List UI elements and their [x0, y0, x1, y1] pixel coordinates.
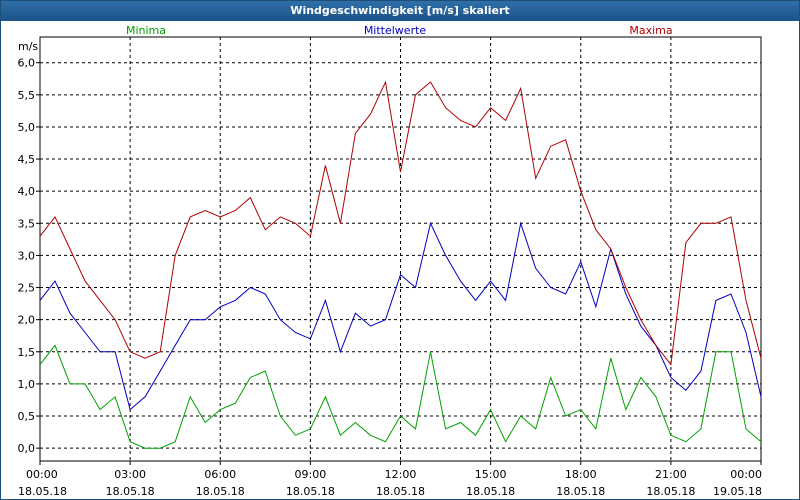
y-tick-label: 6,0 — [18, 57, 36, 70]
x-tick-time: 18:00 — [565, 468, 597, 481]
y-tick-label: 2,5 — [18, 282, 36, 295]
x-tick-date: 18.05.18 — [646, 485, 695, 498]
x-tick-date: 18.05.18 — [556, 485, 605, 498]
y-tick-label: 4,5 — [18, 153, 36, 166]
y-axis-ticks: 6,0 5,5 5,0 4,5 4,0 3,5 3,0 2,5 2,0 1,5 1,0 0,5 0,0 — [18, 57, 40, 455]
y-tick-label: 5,5 — [18, 89, 36, 102]
legend: Minima Mittelwerte Maxima — [126, 24, 673, 37]
x-tick-date: 19.05.18 — [713, 485, 762, 498]
y-tick-label: 1,5 — [18, 346, 36, 359]
series-line-mittelwerte — [39, 221, 762, 411]
series-line-minima — [39, 344, 762, 449]
x-tick-date: 18.05.18 — [376, 485, 425, 498]
y-tick-label: 0,5 — [18, 410, 36, 423]
x-tick-time: 15:00 — [475, 468, 507, 481]
y-tick-label: 4,0 — [18, 185, 36, 198]
x-tick-date: 18.05.18 — [196, 485, 245, 498]
x-tick-time: 06:00 — [204, 468, 236, 481]
x-tick-time: 00:00 — [730, 468, 762, 481]
x-tick-date: 18.05.18 — [106, 485, 155, 498]
y-tick-label: 0,0 — [18, 442, 36, 455]
series-group — [39, 80, 762, 449]
y-tick-label: 3,0 — [18, 249, 36, 262]
x-tick-time: 21:00 — [655, 468, 687, 481]
x-tick-time: 12:00 — [385, 468, 417, 481]
y-tick-label: 3,5 — [18, 217, 36, 230]
x-axis-ticks: 00:00 18.05.18 03:00 18.05.18 06:00 18.05.18 0… — [18, 461, 762, 498]
legend-maxima: Maxima — [629, 24, 672, 37]
x-tick-date: 18.05.18 — [286, 485, 335, 498]
x-tick-time: 09:00 — [295, 468, 327, 481]
x-tick-date: 18.05.18 — [466, 485, 515, 498]
series-line-maxima — [39, 80, 762, 366]
legend-minima: Minima — [126, 24, 166, 37]
y-tick-label: 2,0 — [18, 314, 36, 327]
x-tick-time: 00:00 — [26, 468, 58, 481]
legend-mittelwerte: Mittelwerte — [364, 24, 427, 37]
x-tick-time: 03:00 — [114, 468, 146, 481]
y-tick-label: 1,0 — [18, 378, 36, 391]
y-axis-label: m/s — [18, 40, 38, 53]
chart-title: Windgeschwindigkeit [m/s] skaliert — [1, 1, 799, 21]
grid-lines — [40, 37, 761, 461]
x-tick-date: 18.05.18 — [18, 485, 67, 498]
y-tick-label: 5,0 — [18, 121, 36, 134]
